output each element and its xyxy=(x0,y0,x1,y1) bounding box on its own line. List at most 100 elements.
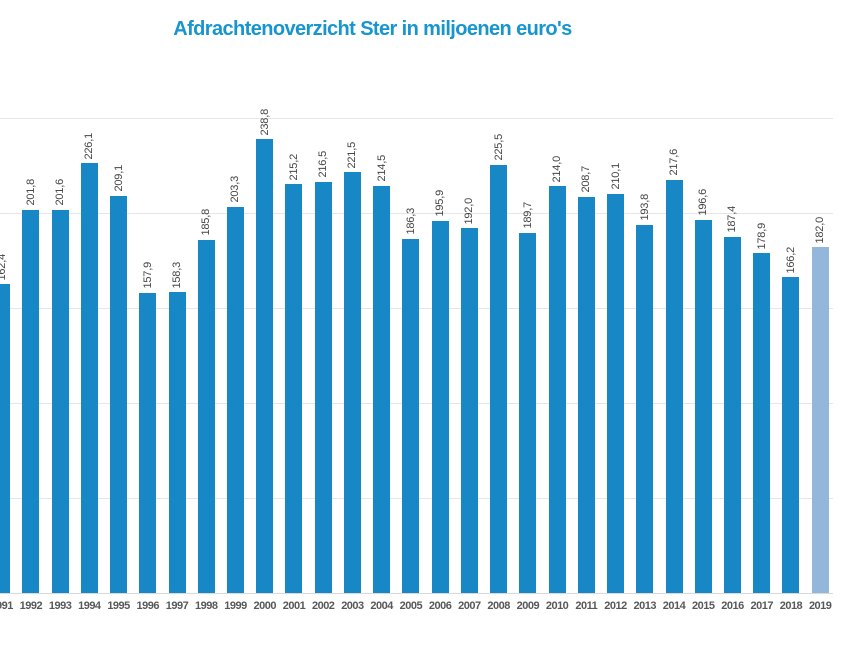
bar-column: 166,2 xyxy=(776,0,805,593)
bar xyxy=(753,253,771,593)
bar-value-label: 209,1 xyxy=(112,165,125,192)
bar-column: 203,3 xyxy=(221,0,250,593)
bar-column: 195,9 xyxy=(426,0,455,593)
bar xyxy=(782,277,800,593)
bar xyxy=(636,224,654,593)
bar-value-label: 215,2 xyxy=(287,153,300,181)
bar-value-label: 217,6 xyxy=(668,149,680,176)
bar xyxy=(51,210,69,593)
bar-value-label: 214,5 xyxy=(375,154,388,182)
bar xyxy=(197,240,215,593)
x-axis-label: 2016 xyxy=(721,600,744,612)
bar-column: 226,1 xyxy=(75,0,104,593)
x-axis-label: 2005 xyxy=(399,600,423,612)
bar xyxy=(343,172,361,593)
bar xyxy=(314,181,332,593)
bar-column: 182,0 xyxy=(806,0,835,593)
x-axis-label: 2000 xyxy=(253,600,276,612)
x-axis-label: 2002 xyxy=(311,600,335,612)
bar-column: 214,0 xyxy=(542,0,571,593)
bar-column: 157,9 xyxy=(133,0,162,593)
x-axis-labels: 1991 1992 1993 1994 1995 1996 1997 1998 1999 2000… xyxy=(0,600,835,612)
bar-column: 162,4 xyxy=(0,0,16,593)
bar-value-label: 225,5 xyxy=(492,134,505,161)
bar-value-label: 214,0 xyxy=(551,155,564,183)
bar-value-label: 221,5 xyxy=(346,141,359,169)
bar xyxy=(519,232,537,593)
bar-value-label: 216,5 xyxy=(317,151,330,178)
x-axis-label: 1997 xyxy=(165,600,189,612)
bar xyxy=(694,219,712,593)
bar-value-label: 182,0 xyxy=(814,216,827,244)
bar-value-label: 201,6 xyxy=(54,179,67,206)
gridline xyxy=(0,118,833,119)
x-axis-label: 2008 xyxy=(487,600,510,612)
bar-value-label: 166,2 xyxy=(784,246,797,274)
x-axis-label: 2010 xyxy=(545,600,569,612)
bar-column: 201,6 xyxy=(45,0,74,593)
x-axis-label: 1999 xyxy=(224,600,247,612)
bar xyxy=(607,193,625,593)
bar-value-label: 196,6 xyxy=(697,188,710,216)
x-axis-label: 2009 xyxy=(516,600,540,612)
x-axis-label: 2004 xyxy=(370,600,393,612)
bar xyxy=(811,247,829,593)
bar-column: 210,1 xyxy=(601,0,630,593)
x-axis-label: 1992 xyxy=(19,600,43,612)
x-axis-label: 2017 xyxy=(750,600,773,612)
bar-value-label: 185,8 xyxy=(200,209,213,236)
x-axis-label: 2019 xyxy=(808,600,832,612)
bar-column: 178,9 xyxy=(747,0,776,593)
x-axis-label: 2001 xyxy=(282,600,306,612)
x-axis-label: 1994 xyxy=(78,600,101,612)
x-axis-label: 2007 xyxy=(458,600,481,612)
bar-value-label: 189,7 xyxy=(521,202,534,229)
bar-value-label: 162,4 xyxy=(0,253,8,281)
bar-value-label: 158,3 xyxy=(171,261,184,289)
bar-value-label: 210,1 xyxy=(609,163,622,190)
x-axis-label: 2015 xyxy=(692,600,715,612)
bar-column: 185,8 xyxy=(192,0,221,593)
gridline xyxy=(0,213,833,214)
x-axis-label: 1991 xyxy=(0,600,13,612)
bar-column: 187,4 xyxy=(718,0,747,593)
bar xyxy=(139,293,157,593)
x-axis-label: 2012 xyxy=(604,600,627,612)
bar xyxy=(665,179,683,593)
x-axis-label: 2018 xyxy=(779,600,803,612)
bar-column: 158,3 xyxy=(162,0,191,593)
bar xyxy=(285,184,303,593)
x-axis-label: 1993 xyxy=(48,600,72,612)
bar-value-label: 195,9 xyxy=(434,190,447,217)
bar-column: 216,5 xyxy=(309,0,338,593)
bar-value-label: 208,7 xyxy=(580,165,593,193)
bar-plot-area: 162,4 201,8 201,6 226,1 209,1 157,9 158,3 185,8… xyxy=(0,0,835,593)
bar-column: 215,2 xyxy=(279,0,308,593)
bar-value-label: 157,9 xyxy=(141,262,154,289)
bar-value-label: 201,8 xyxy=(24,179,37,206)
x-axis-label: 1996 xyxy=(136,600,160,612)
bar-value-label: 187,4 xyxy=(726,206,739,233)
bar xyxy=(373,185,391,593)
bar-column: 238,8 xyxy=(250,0,279,593)
bar xyxy=(110,195,128,593)
x-axis-label: 2014 xyxy=(662,600,686,612)
bar-value-label: 238,8 xyxy=(258,108,271,136)
bar-column: 217,6 xyxy=(659,0,688,593)
bar-column: 209,1 xyxy=(104,0,133,593)
bar-value-label: 178,9 xyxy=(755,222,768,250)
x-axis-line xyxy=(0,593,833,594)
bar xyxy=(168,292,186,593)
bar xyxy=(577,196,595,593)
bar-column: 193,8 xyxy=(630,0,659,593)
x-axis-label: 2006 xyxy=(428,600,452,612)
bar-column: 221,5 xyxy=(338,0,367,593)
bar-value-label: 226,1 xyxy=(83,132,96,160)
x-axis-label: 2003 xyxy=(341,600,364,612)
x-axis-label: 1998 xyxy=(195,600,218,612)
x-axis-label: 2011 xyxy=(575,600,598,612)
bar-value-label: 192,0 xyxy=(463,197,476,225)
bar-column: 208,7 xyxy=(572,0,601,593)
bar xyxy=(460,228,478,593)
bar xyxy=(226,206,244,593)
